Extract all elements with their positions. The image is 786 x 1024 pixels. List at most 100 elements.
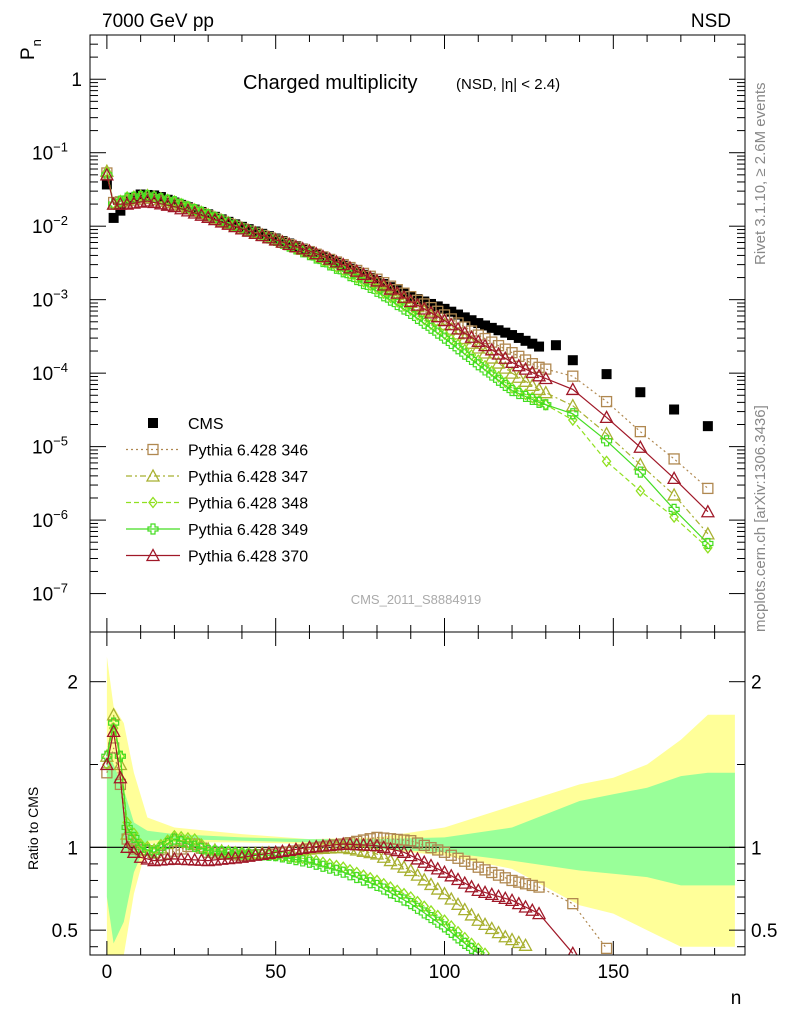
point-cms — [270, 233, 281, 244]
point-s349 — [141, 190, 153, 202]
ratio-point-s349 — [324, 862, 336, 874]
point-s370 — [261, 230, 277, 244]
ratio-point-s349 — [310, 858, 322, 870]
point-s349 — [567, 408, 579, 420]
ratio-point-s370 — [342, 836, 358, 851]
point-s349 — [600, 435, 613, 447]
point-s370 — [376, 277, 391, 291]
point-s370 — [599, 410, 614, 424]
ratio-point-s349 — [303, 856, 316, 868]
legend: CMS Pythia 6.428 346 Pythia 6.428 347 Pythi… — [126, 416, 308, 566]
y-tick-base: 10 — [32, 217, 53, 238]
point-cms — [466, 315, 477, 326]
point-s370 — [234, 221, 250, 235]
ratio-point-s370 — [471, 883, 486, 897]
ratio-point-s346 — [499, 872, 511, 884]
point-s370 — [471, 334, 486, 348]
point-cms — [635, 387, 646, 398]
point-s370 — [113, 196, 128, 210]
point-s348 — [567, 414, 578, 427]
point-s347 — [518, 373, 533, 387]
point-s370 — [464, 329, 479, 343]
ratio-point-s370 — [417, 854, 432, 868]
ratio-point-s348 — [412, 895, 423, 908]
point-s370 — [194, 207, 209, 221]
ratio-point-s346 — [472, 861, 484, 873]
y-axis-label: Pn — [18, 39, 44, 60]
legend-label-s348: Pythia 6.428 348 — [188, 496, 308, 513]
ratio-point-s349 — [189, 840, 201, 852]
x-tick-label: 50 — [265, 962, 286, 983]
ratio-point-s346 — [465, 858, 478, 870]
point-s370 — [329, 254, 344, 268]
point-cms — [439, 303, 450, 314]
point-s349 — [533, 396, 545, 408]
ratio-point-s347 — [471, 912, 486, 926]
legend-marker-s346 — [147, 443, 159, 456]
point-cms — [567, 355, 578, 366]
point-s348 — [412, 308, 423, 321]
ratio-point-s349 — [195, 842, 208, 855]
energy-label: 7000 GeV pp — [102, 11, 214, 32]
ratio-point-s349 — [128, 831, 140, 843]
point-s346 — [499, 343, 511, 355]
point-cms — [263, 231, 274, 242]
point-cms — [513, 332, 524, 343]
point-s370 — [248, 225, 263, 239]
point-cms — [257, 228, 268, 239]
point-cms — [115, 205, 126, 216]
ratio-y-tick-label-right: 2 — [751, 673, 762, 694]
point-s370 — [187, 205, 202, 219]
ratio-point-s370 — [444, 868, 459, 882]
ratio-point-s370 — [140, 851, 155, 865]
point-cms — [669, 404, 680, 415]
ratio-point-s370 — [403, 848, 418, 862]
ratio-point-s347 — [437, 886, 452, 900]
ratio-point-s348 — [162, 834, 173, 847]
point-s370 — [525, 365, 540, 379]
legend-label-cms: CMS — [188, 416, 224, 433]
point-cms — [236, 221, 247, 232]
ratio-point-s348 — [480, 947, 490, 955]
point-s370 — [295, 241, 310, 255]
x-tick-label: 150 — [597, 962, 629, 983]
ratio-point-s346 — [445, 849, 457, 861]
point-s370 — [99, 167, 114, 181]
legend-label-s347: Pythia 6.428 347 — [188, 469, 308, 486]
ratio-point-s370 — [349, 837, 364, 851]
point-cms — [500, 327, 511, 338]
ratio-point-s370 — [525, 902, 540, 916]
point-s370 — [430, 309, 445, 323]
ratio-point-s370 — [174, 851, 189, 865]
point-cms — [527, 338, 538, 349]
ratio-point-s347 — [376, 849, 391, 863]
ratio-point-s347 — [410, 867, 425, 881]
ratio-point-s370 — [511, 896, 526, 910]
ratio-point-s348 — [243, 846, 254, 860]
ratio-point-s346 — [519, 878, 532, 890]
ratio-point-s370 — [430, 861, 445, 875]
point-s370 — [241, 223, 256, 237]
point-s348 — [507, 381, 517, 394]
ratio-point-s346 — [526, 879, 538, 892]
ratio-point-s349 — [290, 853, 302, 866]
point-s370 — [201, 209, 216, 223]
point-s370 — [153, 196, 168, 210]
point-cms — [385, 282, 396, 293]
ratio-point-s370 — [464, 879, 479, 893]
ratio-point-s370 — [396, 844, 412, 858]
ratio-point-s346 — [567, 898, 579, 910]
point-cms — [601, 369, 612, 380]
ratio-point-s370 — [410, 851, 425, 865]
point-s370 — [302, 243, 317, 257]
ratio-point-s346 — [378, 832, 390, 844]
ratio-point-s370 — [437, 864, 452, 878]
point-s348 — [635, 484, 646, 497]
ratio-point-s370 — [113, 770, 128, 784]
ratio-point-s348 — [311, 854, 322, 867]
point-s347 — [531, 382, 547, 396]
point-s370 — [491, 346, 506, 360]
ratio-point-s370 — [531, 906, 547, 920]
point-s370 — [255, 228, 270, 242]
